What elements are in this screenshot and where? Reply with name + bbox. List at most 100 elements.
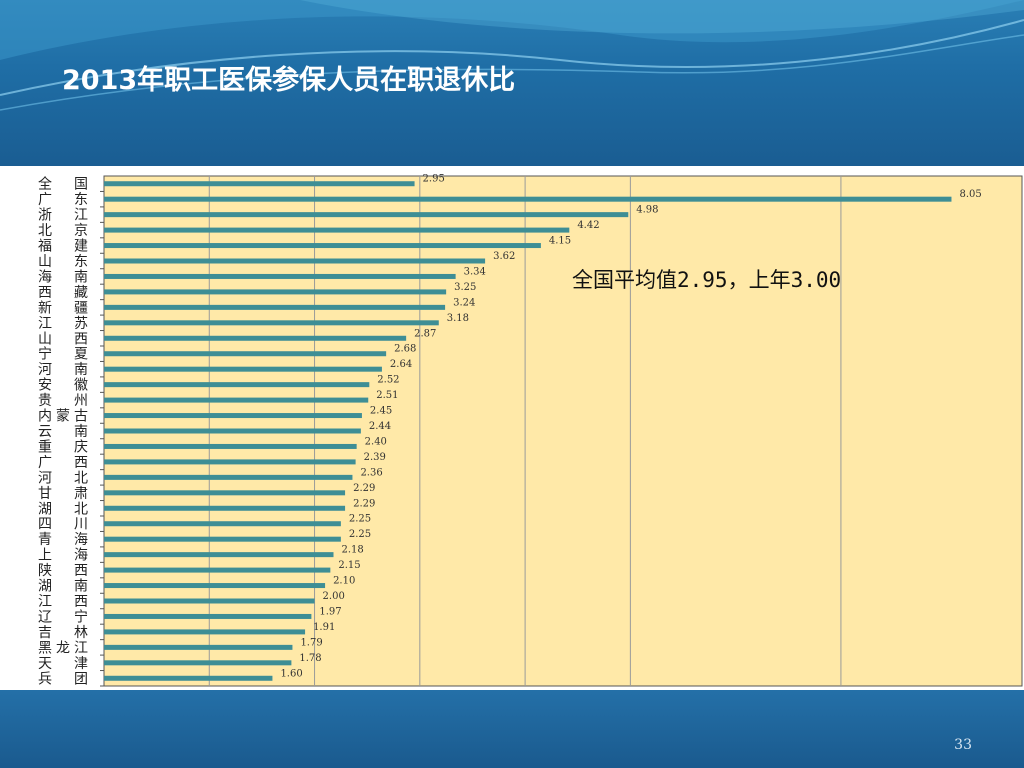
category-label: 天 bbox=[38, 656, 52, 672]
bar bbox=[104, 490, 346, 496]
bar-value-label: 1.78 bbox=[299, 653, 321, 664]
category-label: 黑 bbox=[38, 640, 52, 656]
bar bbox=[104, 212, 629, 218]
bar bbox=[104, 428, 361, 434]
category-label: 甘 bbox=[38, 486, 52, 502]
category-label: 江 bbox=[74, 208, 88, 224]
bar bbox=[104, 227, 570, 233]
category-label: 新 bbox=[38, 300, 52, 316]
bar bbox=[104, 397, 369, 403]
category-label: 苏 bbox=[74, 316, 88, 332]
category-label: 津 bbox=[74, 656, 88, 672]
category-label: 山 bbox=[38, 254, 52, 270]
category-label: 海 bbox=[74, 548, 88, 564]
bar-value-label: 2.52 bbox=[377, 375, 399, 386]
category-label: 广 bbox=[38, 192, 52, 208]
bar bbox=[104, 335, 407, 341]
category-label: 北 bbox=[74, 501, 88, 517]
bar bbox=[104, 613, 312, 619]
bar bbox=[104, 258, 486, 264]
category-label: 湖 bbox=[38, 501, 52, 517]
bar bbox=[104, 552, 334, 558]
category-label: 宁 bbox=[74, 608, 88, 625]
category-label: 福 bbox=[38, 239, 52, 255]
category-label: 浙 bbox=[38, 208, 52, 224]
category-label: 西 bbox=[74, 331, 88, 347]
bar-value-label: 3.25 bbox=[454, 282, 476, 293]
category-label: 贵 bbox=[38, 393, 52, 409]
category-label: 川 bbox=[74, 517, 88, 533]
bar bbox=[104, 660, 292, 666]
category-label: 北 bbox=[74, 470, 88, 486]
category-label: 重 bbox=[38, 439, 52, 455]
bar-value-label: 2.87 bbox=[414, 328, 436, 339]
bar-value-label: 8.05 bbox=[959, 189, 981, 200]
category-label: 徽 bbox=[74, 378, 88, 394]
page-number: 33 bbox=[954, 737, 972, 753]
category-label: 安 bbox=[38, 378, 52, 394]
category-label: 广 bbox=[38, 455, 52, 471]
category-label: 国 bbox=[74, 177, 88, 193]
category-label: 南 bbox=[74, 269, 88, 285]
category-label: 西 bbox=[74, 455, 88, 471]
bar bbox=[104, 366, 382, 372]
bar-value-label: 2.95 bbox=[423, 174, 445, 185]
bar-value-label: 2.68 bbox=[394, 344, 416, 355]
bar-value-label: 2.25 bbox=[349, 514, 371, 525]
bar-value-label: 1.79 bbox=[300, 637, 322, 648]
category-label: 东 bbox=[74, 192, 88, 208]
category-label: 辽 bbox=[38, 609, 52, 625]
bar bbox=[104, 181, 415, 187]
category-label: 州 bbox=[74, 393, 88, 409]
category-label: 海 bbox=[38, 269, 52, 285]
category-label: 内 bbox=[38, 409, 52, 425]
bar-value-label: 3.18 bbox=[447, 313, 469, 324]
bar bbox=[104, 505, 346, 511]
bar bbox=[104, 351, 387, 357]
bar-value-label: 2.36 bbox=[360, 467, 382, 478]
bar-value-label: 1.97 bbox=[319, 606, 341, 617]
category-label: 疆 bbox=[74, 300, 88, 316]
category-label: 兵 bbox=[38, 671, 52, 687]
bar bbox=[104, 443, 357, 449]
category-label: 西 bbox=[38, 285, 52, 301]
bar bbox=[104, 304, 446, 310]
category-label: 上 bbox=[38, 548, 52, 564]
bar bbox=[104, 459, 356, 465]
bar-value-label: 2.44 bbox=[369, 421, 391, 432]
bar bbox=[104, 273, 456, 279]
bar bbox=[104, 675, 273, 681]
slide-title: 2013年职工医保参保人员在职退休比 bbox=[62, 65, 516, 96]
bar-value-label: 2.25 bbox=[349, 529, 371, 540]
bar bbox=[104, 521, 341, 527]
category-label: 京 bbox=[74, 223, 88, 239]
category-label: 南 bbox=[74, 424, 88, 440]
bar bbox=[104, 598, 315, 604]
category-label: 云 bbox=[38, 424, 52, 440]
average-annotation: 全国平均值2.95，上年3.00 bbox=[572, 268, 842, 292]
bar bbox=[104, 567, 331, 573]
category-label: 山 bbox=[38, 331, 52, 347]
category-label: 河 bbox=[38, 470, 52, 486]
bar-value-label: 1.60 bbox=[280, 668, 302, 679]
category-label: 四 bbox=[38, 517, 52, 533]
category-label: 江 bbox=[74, 640, 88, 656]
category-label: 东 bbox=[74, 254, 88, 270]
category-label: 吉 bbox=[38, 625, 52, 641]
bar-value-label: 2.64 bbox=[390, 359, 412, 370]
bar bbox=[104, 289, 447, 295]
category-label: 建 bbox=[74, 239, 88, 255]
bar-value-label: 2.29 bbox=[353, 498, 375, 509]
bar-value-label: 3.24 bbox=[453, 297, 475, 308]
category-label: 蒙 bbox=[56, 409, 70, 425]
bar-value-label: 2.00 bbox=[323, 591, 345, 602]
bar-value-label: 4.98 bbox=[636, 205, 658, 216]
category-label: 陕 bbox=[38, 563, 52, 579]
bar bbox=[104, 644, 293, 650]
category-label: 团 bbox=[74, 671, 88, 687]
bar-value-label: 3.62 bbox=[493, 251, 515, 262]
category-label: 北 bbox=[38, 223, 52, 239]
category-label: 西 bbox=[74, 594, 88, 610]
category-label: 龙 bbox=[56, 640, 70, 656]
bar-value-label: 2.15 bbox=[338, 560, 360, 571]
